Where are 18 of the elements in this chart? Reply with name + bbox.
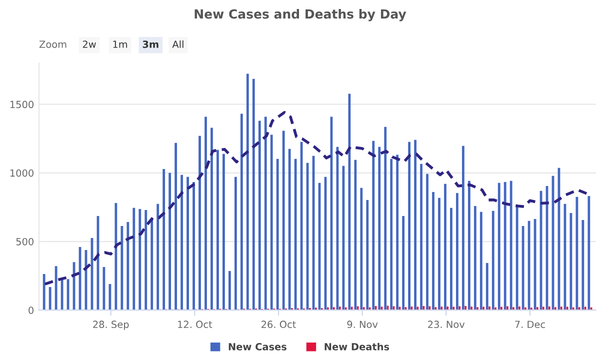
x-tick-label: 26. Oct [262,320,296,328]
x-tick-label: 23. Nov [428,320,465,328]
x-tick-label: 12. Oct [178,320,212,328]
x-tick-label: 9. Nov [347,320,378,328]
text: 3m [142,40,158,48]
x-tick-label: 7. Dec [515,320,545,328]
text: Zoom [39,40,66,48]
chart-title: New Cases and Deaths by Day [194,9,406,22]
text: 1m [113,40,128,48]
legend-label: New Deaths [324,342,390,350]
x-tick-label: 28. Sep [93,320,129,330]
text: 2w [82,40,96,48]
y-tick-label: 1000 [10,169,34,177]
y-tick-label: 1500 [10,100,34,108]
y-tick-label: 500 [16,238,34,246]
y-tick-label: 0 [28,306,34,314]
legend-label: New Cases [228,343,286,350]
text: All [172,40,184,48]
